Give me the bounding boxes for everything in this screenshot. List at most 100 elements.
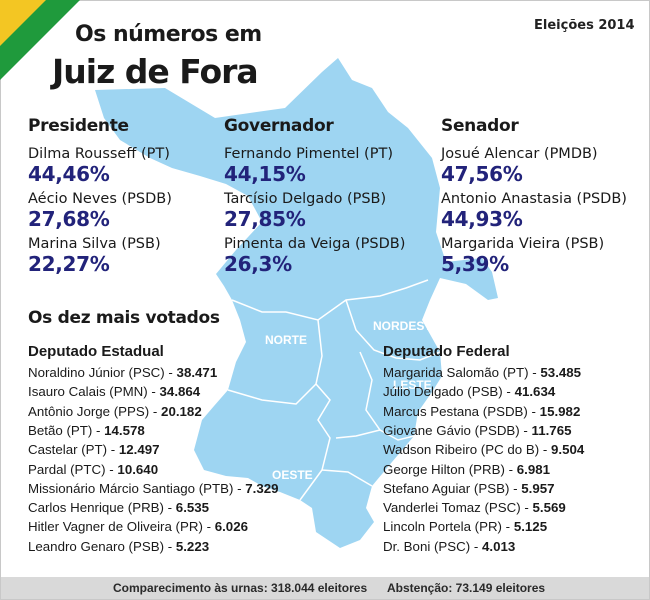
candidate-name: Giovane Gávio (PSDB) — [383, 422, 520, 438]
federal-list-item: Júlio Delgado (PSB) - 41.634 — [383, 382, 555, 401]
separator: - — [528, 365, 541, 380]
estadual-list-item: Noraldino Júnior (PSC) - 38.471 — [28, 363, 217, 382]
federal-list-item: Stefano Aguiar (PSB) - 5.957 — [383, 479, 555, 498]
race-office-0: Presidente — [28, 116, 129, 136]
region-label-leste: LESTE — [393, 378, 432, 392]
candidate-name: Betão (PT) — [28, 422, 93, 438]
federal-list-item: Marcus Pestana (PSDB) - 15.982 — [383, 402, 580, 421]
separator: - — [163, 500, 176, 516]
candidate-percent: 5,39% — [441, 252, 509, 276]
separator: - — [501, 519, 514, 535]
flag-corner-icon — [0, 0, 80, 80]
separator: - — [520, 500, 533, 516]
federal-list-item: Wadson Ribeiro (PC do B) - 9.504 — [383, 440, 584, 459]
candidate-name: Stefano Aguiar (PSB) — [383, 480, 510, 496]
candidate-name: Pardal (PTC) — [28, 461, 106, 477]
candidate-percent: 27,68% — [28, 207, 110, 231]
candidate-name: Tarcísio Delgado (PSB) — [224, 191, 387, 207]
footer-bar: Comparecimento às urnas: 318.044 eleitor… — [1, 577, 649, 599]
title-line-1: Os números em — [75, 22, 262, 47]
vote-count: 4.013 — [482, 538, 516, 554]
top-voted-title: Os dez mais votados — [28, 308, 220, 328]
separator: - — [202, 519, 215, 535]
estadual-heading: Deputado Estadual — [28, 343, 164, 360]
vote-count: 6.535 — [175, 500, 210, 516]
candidate-name: Missionário Márcio Santiago (PTB) — [28, 480, 234, 496]
candidate-name: Josué Alencar (PMDB) — [441, 146, 598, 162]
vote-count: 15.982 — [539, 403, 581, 419]
candidate-name: Pimenta da Veiga (PSDB) — [224, 236, 406, 252]
candidate-name: Vanderlei Tomaz (PSC) — [383, 500, 521, 516]
vote-count: 20.182 — [161, 403, 202, 419]
estadual-list-item: Isauro Calais (PMN) - 34.864 — [28, 382, 200, 401]
vote-count: 38.471 — [176, 365, 218, 380]
edition-label: Eleições 2014 — [534, 18, 635, 33]
separator: - — [105, 461, 118, 477]
federal-list-item: Lincoln Portela (PR) - 5.125 — [383, 517, 547, 536]
separator: - — [502, 384, 515, 400]
race-office-2: Senador — [441, 116, 519, 136]
race-office-1: Governador — [224, 116, 334, 136]
candidate-name: Fernando Pimentel (PT) — [224, 146, 393, 162]
estadual-list-item: Pardal (PTC) - 10.640 — [28, 460, 158, 479]
estadual-list-item: Antônio Jorge (PPS) - 20.182 — [28, 402, 202, 421]
vote-count: 14.578 — [104, 422, 145, 438]
map-shape — [95, 58, 498, 548]
candidate-name: Aécio Neves (PSDB) — [28, 191, 172, 207]
separator: - — [164, 538, 176, 554]
candidate-name: Marina Silva (PSB) — [28, 236, 161, 252]
vote-count: 5.569 — [532, 500, 566, 516]
vote-count: 7.329 — [245, 480, 279, 496]
separator: - — [149, 403, 162, 419]
estadual-list-item: Carlos Henrique (PRB) - 6.535 — [28, 498, 209, 517]
federal-list-item: Vanderlei Tomaz (PSC) - 5.569 — [383, 498, 566, 517]
candidate-percent: 26,3% — [224, 252, 292, 276]
federal-list-item: Dr. Boni (PSC) - 4.013 — [383, 537, 515, 556]
candidate-percent: 27,85% — [224, 207, 306, 231]
separator: - — [504, 461, 517, 477]
vote-count: 41.634 — [514, 384, 556, 400]
federal-list-item: George Hilton (PRB) - 6.981 — [383, 460, 550, 479]
candidate-name: Antonio Anastasia (PSDB) — [441, 191, 627, 207]
separator: - — [539, 442, 552, 458]
region-label-norte: NORTE — [265, 333, 307, 347]
candidate-name: Dilma Rousseff (PT) — [28, 146, 170, 162]
estadual-list-item: Hitler Vagner de Oliveira (PR) - 6.026 — [28, 517, 248, 536]
separator: - — [470, 538, 483, 554]
candidate-name: Lincoln Portela (PR) — [383, 519, 502, 535]
title-line-2: Juiz de Fora — [52, 52, 259, 91]
candidate-name: Marcus Pestana (PSDB) — [383, 403, 528, 419]
separator: - — [147, 384, 160, 400]
candidate-name: Margarida Vieira (PSB) — [441, 236, 605, 252]
candidate-name: Antônio Jorge (PPS) — [28, 403, 150, 419]
candidate-name: Castelar (PT) — [28, 442, 108, 458]
candidate-percent: 22,27% — [28, 252, 110, 276]
vote-count: 10.640 — [117, 461, 159, 477]
vote-count: 34.864 — [159, 384, 201, 400]
candidate-name: Margarida Salomão (PT) — [383, 365, 529, 380]
candidate-name: Hitler Vagner de Oliveira (PR) — [28, 519, 203, 535]
candidate-name: Júlio Delgado (PSB) — [383, 384, 503, 400]
candidate-percent: 44,15% — [224, 162, 306, 186]
estadual-list-item: Missionário Márcio Santiago (PTB) - 7.32… — [28, 479, 279, 498]
region-label-sul: SUL — [370, 501, 394, 515]
vote-count: 6.026 — [214, 519, 248, 535]
separator: - — [527, 403, 540, 419]
separator: - — [509, 480, 522, 496]
candidate-name: Noraldino Júnior (PSC) — [28, 365, 165, 380]
separator: - — [164, 365, 177, 380]
separator: - — [92, 422, 105, 438]
region-label-oeste: OESTE — [272, 468, 313, 482]
vote-count: 53.485 — [540, 365, 582, 380]
vote-count: 11.765 — [531, 422, 572, 438]
estadual-list-item: Castelar (PT) - 12.497 — [28, 440, 160, 459]
vote-count: 5.125 — [513, 519, 548, 535]
vote-count: 12.497 — [118, 442, 160, 458]
separator: - — [107, 442, 119, 458]
candidate-name: Carlos Henrique (PRB) — [28, 500, 164, 516]
turnout-text: Comparecimento às urnas: 318.044 eleitor… — [113, 581, 368, 595]
candidate-percent: 44,93% — [441, 207, 523, 231]
federal-list-item: Margarida Salomão (PT) - 53.485 — [383, 363, 581, 382]
candidate-name: Wadson Ribeiro (PC do B) — [383, 442, 540, 458]
